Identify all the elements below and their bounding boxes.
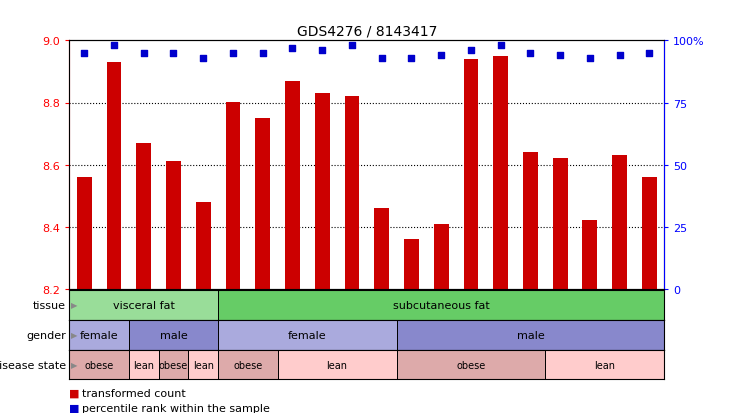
- Point: [644, 50, 656, 57]
- Point: [554, 53, 566, 59]
- Text: tissue: tissue: [33, 300, 66, 310]
- Point: [287, 45, 299, 52]
- Bar: [583, 221, 597, 289]
- Bar: [226, 103, 240, 289]
- Bar: [523, 153, 538, 289]
- Text: subcutaneous fat: subcutaneous fat: [393, 300, 490, 310]
- Text: lean: lean: [193, 360, 214, 370]
- Point: [346, 43, 358, 50]
- Text: visceral fat: visceral fat: [112, 300, 174, 310]
- Text: female: female: [80, 330, 118, 340]
- Point: [138, 50, 150, 57]
- Title: GDS4276 / 8143417: GDS4276 / 8143417: [296, 25, 437, 39]
- Bar: [396, 350, 545, 380]
- Bar: [107, 63, 121, 289]
- Bar: [128, 350, 158, 380]
- Bar: [218, 290, 664, 320]
- Text: ▶: ▶: [71, 330, 77, 339]
- Point: [197, 55, 209, 62]
- Bar: [545, 350, 664, 380]
- Bar: [255, 119, 270, 289]
- Bar: [128, 320, 218, 350]
- Bar: [396, 320, 664, 350]
- Text: lean: lean: [594, 360, 615, 370]
- Bar: [218, 350, 277, 380]
- Bar: [188, 350, 218, 380]
- Point: [316, 48, 328, 55]
- Point: [108, 43, 120, 50]
- Bar: [69, 320, 128, 350]
- Bar: [277, 350, 396, 380]
- Bar: [315, 94, 330, 289]
- Bar: [166, 162, 181, 289]
- Point: [584, 55, 596, 62]
- Text: lean: lean: [133, 360, 154, 370]
- Point: [257, 50, 269, 57]
- Text: male: male: [517, 330, 545, 340]
- Bar: [218, 320, 396, 350]
- Text: ▶: ▶: [71, 360, 77, 369]
- Text: transformed count: transformed count: [82, 388, 186, 398]
- Text: ■: ■: [69, 388, 80, 398]
- Bar: [345, 97, 359, 289]
- Bar: [158, 350, 188, 380]
- Point: [525, 50, 537, 57]
- Bar: [434, 224, 449, 289]
- Bar: [553, 159, 568, 289]
- Text: percentile rank within the sample: percentile rank within the sample: [82, 403, 270, 413]
- Bar: [374, 209, 389, 289]
- Text: obese: obese: [159, 360, 188, 370]
- Point: [465, 48, 477, 55]
- Point: [406, 55, 418, 62]
- Text: obese: obese: [233, 360, 263, 370]
- Point: [168, 50, 180, 57]
- Point: [78, 50, 90, 57]
- Text: disease state: disease state: [0, 360, 66, 370]
- Text: lean: lean: [326, 360, 347, 370]
- Bar: [196, 202, 211, 289]
- Bar: [404, 240, 419, 289]
- Point: [227, 50, 239, 57]
- Text: female: female: [288, 330, 326, 340]
- Point: [495, 43, 507, 50]
- Bar: [69, 350, 128, 380]
- Point: [376, 55, 388, 62]
- Bar: [642, 178, 657, 289]
- Bar: [77, 178, 92, 289]
- Point: [435, 53, 447, 59]
- Text: ▶: ▶: [71, 301, 77, 310]
- Text: male: male: [160, 330, 188, 340]
- Text: obese: obese: [456, 360, 485, 370]
- Text: ■: ■: [69, 403, 80, 413]
- Text: gender: gender: [26, 330, 66, 340]
- Bar: [69, 290, 218, 320]
- Bar: [464, 60, 478, 289]
- Bar: [137, 144, 151, 289]
- Point: [614, 53, 626, 59]
- Text: obese: obese: [85, 360, 114, 370]
- Bar: [493, 57, 508, 289]
- Bar: [285, 82, 300, 289]
- Bar: [612, 156, 627, 289]
